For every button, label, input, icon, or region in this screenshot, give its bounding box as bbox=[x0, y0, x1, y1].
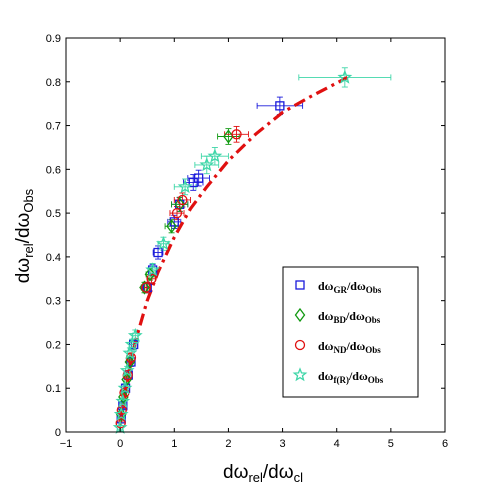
x-tick-label: 2 bbox=[225, 438, 231, 450]
legend-gr-mid: /dω bbox=[346, 279, 366, 293]
x-axis-title-main: dω bbox=[223, 462, 249, 483]
legend-gr-sub1: GR bbox=[333, 285, 347, 295]
data-point-circle bbox=[116, 404, 127, 416]
y-tick-label: 0.1 bbox=[46, 383, 61, 395]
legend-marker-diamond bbox=[294, 307, 306, 323]
legend-bd-sub1: BD bbox=[333, 315, 346, 325]
legend-bd-sub2: Obs bbox=[365, 315, 381, 325]
data-point-star bbox=[337, 69, 353, 84]
x-tick-label: 6 bbox=[442, 438, 448, 450]
marker-layer bbox=[112, 69, 353, 434]
legend-markers bbox=[292, 280, 308, 382]
data-point-square bbox=[275, 101, 285, 111]
x-axis-title: dωrel/dωcl bbox=[223, 462, 303, 485]
y-tick-label: 0.7 bbox=[46, 121, 61, 133]
y-tick-label: 0.2 bbox=[46, 339, 61, 351]
data-point-circle bbox=[231, 129, 242, 140]
legend-entry-gr: dωGR/dωObs bbox=[318, 279, 382, 295]
legend-marker-circle bbox=[294, 339, 306, 351]
y-tick-label: 0.9 bbox=[46, 33, 61, 45]
x-axis-ticks: −1 0 1 2 3 4 5 6 bbox=[60, 38, 448, 450]
legend-marker-square bbox=[295, 280, 305, 290]
y-axis-title: dωrel/dωObs bbox=[13, 188, 36, 283]
x-tick-label: 5 bbox=[388, 438, 394, 450]
x-axis-title-mid: /dω bbox=[263, 462, 294, 483]
y-tick-label: 0.5 bbox=[46, 208, 61, 220]
y-axis-title-mid: /dω bbox=[13, 212, 34, 243]
data-point-circle bbox=[171, 207, 183, 219]
data-point-star bbox=[113, 406, 129, 421]
legend-nd-sub2: Obs bbox=[365, 345, 381, 355]
legend-entry-nd: dωND/dωObs bbox=[318, 339, 381, 355]
y-tick-label: 0 bbox=[55, 427, 61, 439]
x-tick-label: 1 bbox=[171, 438, 177, 450]
legend-marker-star bbox=[292, 367, 308, 382]
y-tick-label: 0.8 bbox=[46, 77, 61, 89]
plot-frame bbox=[65, 37, 446, 433]
legend-fr-mid: /dω bbox=[348, 369, 368, 383]
x-tick-label: −1 bbox=[60, 438, 73, 450]
legend: dωGR/dωObs dωBD/dωObs dωND/dωObs dωf(R)/… bbox=[282, 266, 419, 398]
y-axis-title-sub2: Obs bbox=[21, 188, 36, 212]
x-tick-label: 3 bbox=[280, 438, 286, 450]
data-point-star bbox=[117, 380, 133, 395]
data-point-star bbox=[145, 262, 161, 277]
legend-entry-bd: dωBD/dωObs bbox=[318, 309, 381, 325]
legend-entry-fr: dωf(R)/dωObs bbox=[318, 369, 384, 385]
x-axis-title-sub1: rel bbox=[248, 470, 263, 485]
legend-bd-main: dω bbox=[318, 309, 334, 323]
data-point-star bbox=[122, 345, 138, 360]
data-point-square bbox=[153, 247, 163, 258]
y-axis-ticks: 0 0.1 0.2 0.3 0.4 0.5 0.6 0.7 0.8 0.9 bbox=[46, 33, 445, 439]
legend-box bbox=[282, 266, 419, 398]
fit-curve bbox=[118, 75, 349, 424]
legend-nd-mid: /dω bbox=[345, 339, 365, 353]
data-point-star bbox=[127, 327, 143, 342]
y-tick-label: 0.6 bbox=[46, 164, 61, 176]
data-point-star bbox=[119, 362, 135, 378]
data-point-circle bbox=[146, 273, 157, 284]
legend-nd-sub1: ND bbox=[333, 345, 346, 355]
x-tick-label: 4 bbox=[334, 438, 340, 450]
y-axis-title-sub1: rel bbox=[21, 243, 36, 258]
legend-bd-mid: /dω bbox=[345, 309, 365, 323]
data-point-star bbox=[177, 179, 193, 194]
legend-gr-main: dω bbox=[318, 279, 334, 293]
y-tick-label: 0.4 bbox=[46, 252, 61, 264]
legend-fr-sub2: Obs bbox=[368, 375, 384, 385]
data-point-square bbox=[193, 173, 204, 183]
data-point-star bbox=[199, 157, 215, 172]
data-point-star bbox=[124, 336, 140, 351]
data-point-diamond bbox=[174, 197, 186, 212]
data-point-circle bbox=[177, 194, 188, 206]
legend-gr-sub2: Obs bbox=[366, 285, 382, 295]
data-point-circle bbox=[115, 418, 126, 429]
legend-fr-sub1: f(R) bbox=[333, 375, 349, 385]
legend-fr-main: dω bbox=[318, 369, 334, 383]
x-tick-label: 0 bbox=[117, 438, 123, 450]
data-point-star bbox=[156, 235, 171, 251]
data-point-star bbox=[207, 148, 223, 163]
data-point-star bbox=[115, 393, 131, 408]
data-point-circle bbox=[140, 282, 152, 293]
legend-nd-main: dω bbox=[318, 339, 334, 353]
x-axis-title-sub2: cl bbox=[294, 470, 304, 485]
y-axis-title-main: dω bbox=[13, 258, 34, 284]
data-point-diamond bbox=[166, 219, 177, 234]
y-tick-label: 0.3 bbox=[46, 296, 61, 308]
